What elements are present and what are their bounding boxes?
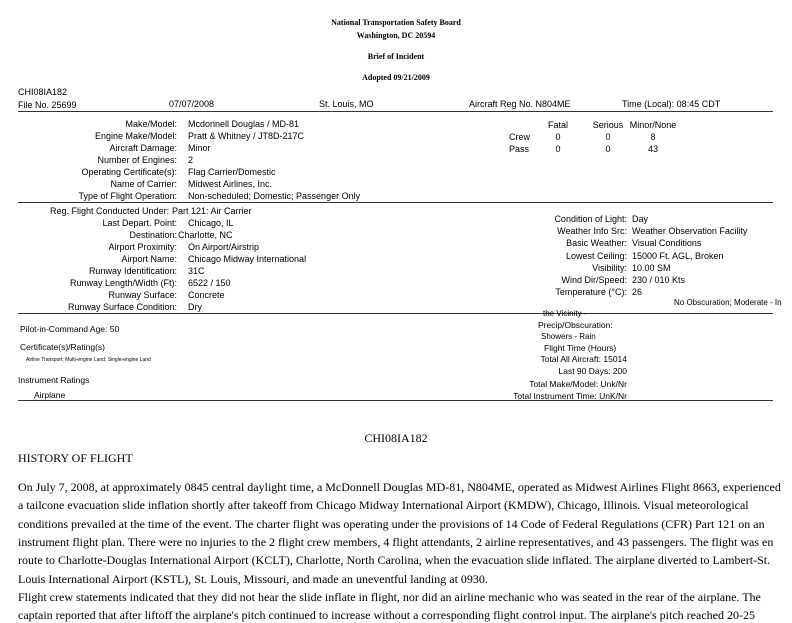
- field-value: Minor: [188, 143, 211, 153]
- narrative-line: route to Charlotte-Douglas International…: [18, 553, 771, 568]
- narrative-line: captain reported that after liftoff the …: [18, 608, 755, 623]
- field-label: Runway Surface Condition:: [67, 302, 177, 312]
- field-value: Charlotte, NC: [178, 230, 233, 240]
- field-value: Mcdonnell Douglas / MD-81: [188, 119, 300, 129]
- narrative-line: conditions prevailed at the time of the …: [18, 516, 765, 531]
- field-value: Non-scheduled; Domestic; Passenger Only: [188, 191, 361, 201]
- weather-value: Day: [632, 214, 649, 224]
- agency-address: Washington, DC 20594: [356, 31, 436, 40]
- injury-count: 43: [647, 144, 658, 154]
- injury-count: 0: [555, 132, 561, 142]
- field-value: Pratt & Whitney / JT8D-217C: [188, 131, 305, 141]
- weather-label: Visibility:: [592, 262, 627, 273]
- field-label: Number of Engines:: [97, 155, 177, 165]
- adopted-date: Adopted 09/21/2009: [362, 73, 430, 82]
- field-value: Dry: [188, 302, 202, 312]
- weather-label: Wind Dir/Speed:: [561, 275, 627, 285]
- weather-value: Visual Conditions: [632, 238, 702, 249]
- case-id: CHI08IA182: [18, 87, 68, 97]
- document-type: Brief of Incident: [367, 52, 425, 61]
- flight-time-item: Total Make/Model: Unk/Nr: [529, 378, 627, 389]
- weather-value: 15000 Ft. AGL, Broken: [632, 250, 724, 261]
- narrative-line: instrument flight plan. There were no in…: [18, 534, 774, 549]
- weather-label: Condition of Light:: [554, 214, 627, 224]
- certificates-value: Airline Transport; Multi-engine Land; Si…: [26, 357, 151, 363]
- flight-time-item: Last 90 Days: 200: [558, 366, 627, 377]
- certificates-label: Certificate(s)/Rating(s): [20, 342, 106, 352]
- field-value: 2: [188, 155, 194, 165]
- precip-value-part2: the Vicinity -: [543, 309, 587, 318]
- injury-count: 0: [605, 144, 611, 154]
- weather-label: Basic Weather:: [566, 238, 627, 249]
- precip-label: Precip/Obscuration:: [538, 320, 613, 330]
- field-value: On Airport/Airstrip: [188, 242, 260, 252]
- narrative-case-id: CHI08IA182: [364, 431, 428, 445]
- weather-value: 230 / 010 Kts: [632, 275, 686, 285]
- injury-count: 0: [605, 132, 611, 142]
- field-value: Chicago, IL: [188, 218, 234, 228]
- row-label: Pass: [509, 144, 530, 154]
- weather-label: Lowest Ceiling:: [565, 250, 627, 261]
- agency-name: National Transportation Safety Board: [331, 18, 461, 27]
- narrative-line: On July 7, 2008, at approximately 0845 c…: [18, 480, 781, 494]
- field-label: Airport Proximity:: [108, 242, 177, 252]
- narrative-line: a tailcone evacuation slide inflation sh…: [18, 498, 749, 513]
- local-time: Time (Local): 08:45 CDT: [622, 99, 721, 109]
- field-label: Engine Make/Model:: [94, 131, 177, 141]
- event-location: St. Louis, MO: [319, 99, 374, 109]
- weather-value: 26: [632, 287, 643, 298]
- field-label: Runway Identification:: [88, 266, 177, 276]
- instrument-ratings-label: Instrument Ratings: [18, 375, 90, 385]
- weather-value: Weather Observation Facility: [632, 226, 748, 237]
- field-label: Reg. Flight Conducted Under:: [50, 206, 170, 216]
- column-header: Serious: [592, 120, 624, 130]
- field-value: Flag Carrier/Domestic: [188, 167, 276, 177]
- field-value: Chicago Midway International: [188, 254, 307, 264]
- field-label: Destination:: [129, 230, 177, 240]
- field-label: Runway Length/Width (Ft):: [69, 278, 177, 288]
- weather-value: 10.00 SM: [632, 262, 671, 273]
- divider: [18, 313, 773, 314]
- weather-label: Weather Info Src:: [557, 226, 627, 237]
- flight-time-item: Total Instrument Time: UnK/Nr: [513, 390, 627, 401]
- field-label: Airport Name:: [121, 254, 177, 264]
- narrative-line: Louis International Airport (KSTL), St. …: [18, 571, 488, 586]
- field-value: Midwest Airlines, Inc.: [188, 179, 273, 189]
- field-label: Operating Certificate(s):: [81, 167, 177, 177]
- precip-value-part3: Showers - Rain: [541, 332, 596, 341]
- flight-time-title: Flight Time (Hours): [544, 343, 617, 353]
- field-label: Type of Flight Operation:: [78, 191, 177, 201]
- injury-count: 0: [555, 144, 561, 154]
- flight-time-item: Total All Aircraft: 15014: [540, 354, 627, 364]
- event-date: 07/07/2008: [169, 99, 215, 109]
- divider: [18, 400, 773, 401]
- file-number: File No. 25699: [18, 100, 77, 110]
- field-value: 6522 / 150: [188, 278, 231, 288]
- pilot-age: Pilot-in-Command Age: 50: [20, 324, 120, 334]
- precip-value-part1: No Obscuration; Moderate - In: [674, 298, 782, 307]
- field-value: Part 121: Air Carrier: [172, 206, 252, 216]
- field-label: Aircraft Damage:: [109, 143, 177, 153]
- aircraft-reg-no: Aircraft Reg No. N804ME: [469, 99, 571, 109]
- field-label: Last Depart. Point:: [102, 218, 177, 228]
- field-value: Concrete: [188, 290, 225, 300]
- column-header: Fatal: [547, 120, 568, 130]
- field-label: Runway Surface:: [108, 290, 177, 300]
- field-label: Make/Model:: [125, 119, 177, 129]
- narrative-line: Flight crew statements indicated that th…: [18, 589, 761, 604]
- divider: [18, 202, 773, 203]
- row-label: Crew: [509, 132, 531, 142]
- field-value: 31C: [188, 266, 205, 276]
- divider: [18, 111, 773, 112]
- injury-count: 8: [650, 132, 656, 142]
- section-heading: HISTORY OF FLIGHT: [18, 451, 133, 465]
- column-header: Minor/None: [629, 120, 677, 130]
- weather-label: Temperature (°C):: [555, 287, 627, 298]
- instrument-ratings-value: Airplane: [34, 390, 66, 400]
- field-label: Name of Carrier:: [110, 179, 177, 189]
